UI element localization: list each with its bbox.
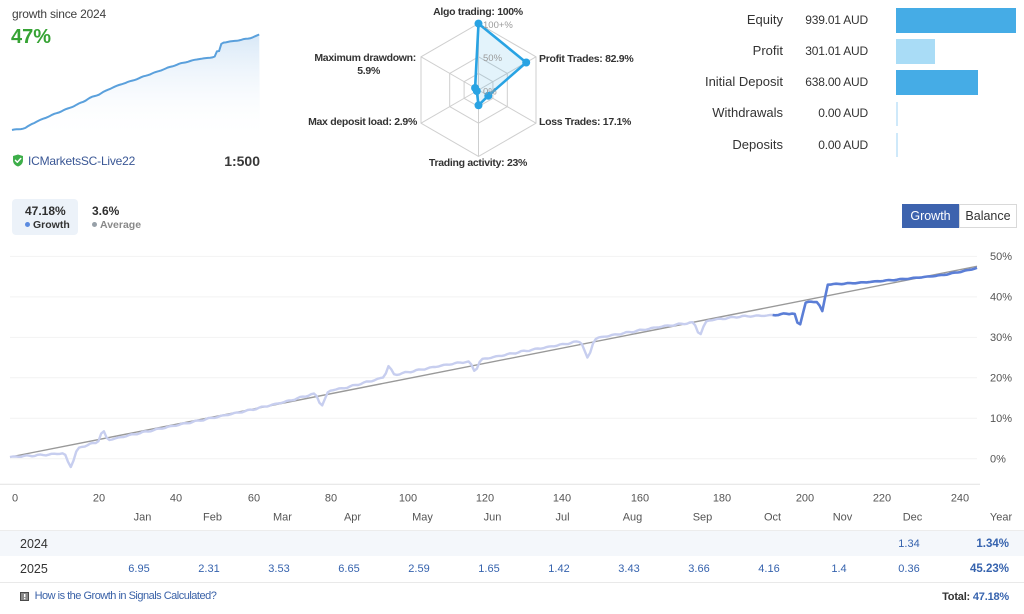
svg-text:May: May: [412, 512, 433, 524]
svg-text:Jun: Jun: [484, 512, 502, 524]
svg-text:220: 220: [873, 493, 891, 505]
svg-text:120: 120: [476, 493, 494, 505]
svg-text:100: 100: [399, 493, 417, 505]
svg-text:Mar: Mar: [273, 512, 292, 524]
svg-text:240: 240: [951, 493, 969, 505]
svg-text:Dec: Dec: [903, 512, 923, 524]
svg-text:Year: Year: [990, 512, 1013, 524]
svg-text:30%: 30%: [990, 332, 1012, 344]
svg-text:Feb: Feb: [203, 512, 222, 524]
svg-text:100+%: 100+%: [483, 20, 513, 31]
svg-text:Sep: Sep: [693, 512, 713, 524]
svg-text:180: 180: [713, 493, 731, 505]
svg-text:50%: 50%: [483, 53, 503, 64]
svg-text:Oct: Oct: [764, 512, 781, 524]
svg-text:20%: 20%: [990, 372, 1012, 384]
svg-text:0%: 0%: [990, 453, 1006, 465]
svg-text:0%: 0%: [483, 87, 497, 98]
svg-text:200: 200: [796, 493, 814, 505]
svg-text:Nov: Nov: [833, 512, 853, 524]
svg-text:10%: 10%: [990, 413, 1012, 425]
svg-text:Apr: Apr: [344, 512, 361, 524]
svg-text:Jan: Jan: [134, 512, 152, 524]
svg-text:140: 140: [553, 493, 571, 505]
svg-text:Aug: Aug: [623, 512, 643, 524]
svg-text:20: 20: [93, 493, 105, 505]
svg-text:60: 60: [248, 493, 260, 505]
svg-text:50%: 50%: [990, 251, 1012, 263]
svg-text:40%: 40%: [990, 291, 1012, 303]
svg-text:40: 40: [170, 493, 182, 505]
svg-text:0: 0: [12, 493, 18, 505]
svg-text:Jul: Jul: [555, 512, 569, 524]
svg-text:160: 160: [631, 493, 649, 505]
svg-text:80: 80: [325, 493, 337, 505]
